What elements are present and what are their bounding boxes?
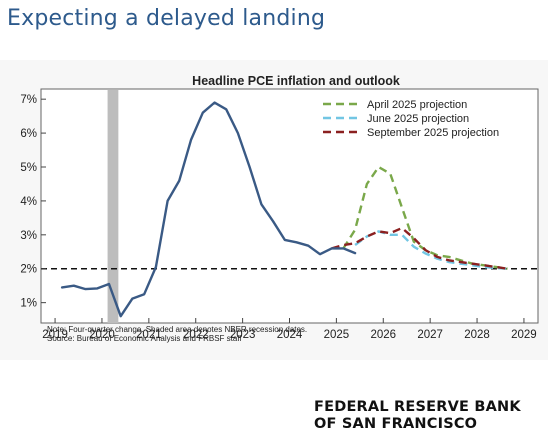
y-tick-label: 2% [20,264,37,276]
series-september-2025-projection [331,226,508,270]
y-tick-label: 7% [20,94,37,106]
chart-note: Note: Four-quarter change. Shaded area d… [47,325,308,334]
x-tick-label: 2027 [417,329,443,341]
legend-label: April 2025 projection [367,99,467,111]
chart-panel: Headline PCE inflation and outlook 1% 2% 3… [0,60,548,360]
logo-line-2: OF SAN FRANCISCO [314,416,478,432]
y-tick-label: 1% [20,298,37,310]
recession-shading [107,90,119,323]
legend-label: June 2025 projection [367,113,469,125]
series-headline-pce [60,101,357,318]
y-tick-label: 4% [20,196,37,208]
y-tick-label: 6% [20,128,37,140]
chart-title: Headline PCE inflation and outlook [192,74,400,88]
pce-chart: Headline PCE inflation and outlook 1% 2% 3… [20,74,539,341]
chart-source: Source: Bureau of Economic Analysis and … [47,334,242,343]
series-layer [60,101,508,318]
x-tick-label: 2022 [183,329,209,341]
axis-layer: 1% 2% 3% 4% 5% 6% 7% 2019 2020 2021 2022 2023 2024 20… [20,94,536,341]
x-tick-label: 2024 [277,329,303,341]
x-tick-label: 2025 [324,329,350,341]
plot-frame [40,88,539,324]
logo-line-1: FEDERAL RESERVE BANK [314,399,521,415]
legend-label: September 2025 projection [367,127,499,139]
legend: April 2025 projection June 2025 projectio… [323,99,499,139]
x-tick-label: 2028 [464,329,490,341]
x-tick-label: 2020 [89,329,115,341]
x-tick-label: 2019 [42,329,68,341]
y-tick-label: 5% [20,162,37,174]
x-tick-label: 2026 [370,329,396,341]
frbsf-logo: FEDERAL RESERVE BANK OF SAN FRANCISCO [314,399,521,433]
y-tick-label: 3% [20,230,37,242]
x-tick-label: 2023 [230,329,256,341]
headline: Expecting a delayed landing [7,6,326,31]
x-tick-label: 2021 [136,329,162,341]
recession-layer [107,90,119,323]
x-tick-label: 2029 [511,329,537,341]
